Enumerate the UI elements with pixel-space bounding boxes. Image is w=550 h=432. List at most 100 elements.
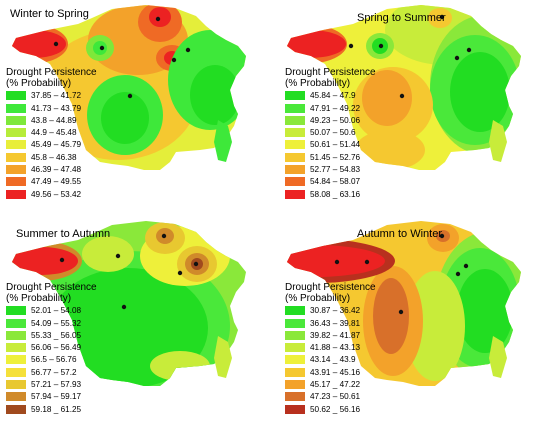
legend-swatch [6, 330, 26, 340]
legend-swatch [285, 355, 305, 365]
legend-label: 43.91 – 45.16 [310, 367, 361, 377]
legend-row: 56.06 – 56.49 [6, 342, 97, 353]
legend-row: 50.07 – 50.6 [285, 127, 376, 138]
legend-row: 36.43 – 39.81 [285, 318, 376, 329]
legend-label: 49.23 – 50.06 [310, 115, 361, 125]
drought-map-winter-to-spring [12, 5, 246, 170]
legend-row: 46.39 – 47.48 [6, 164, 97, 175]
legend-label: 43.8 – 44.89 [31, 115, 77, 125]
legend-row: 37.85 – 41.72 [6, 90, 97, 101]
legend-swatch [285, 103, 305, 113]
legend-swatch [6, 115, 26, 125]
legend-label: 47.49 – 49.55 [31, 177, 82, 187]
legend-swatch [6, 380, 26, 390]
panel-title: Summer to Autumn [16, 228, 111, 240]
legend-row: 45.8 – 46.38 [6, 152, 97, 163]
panel-title: Spring to Summer [357, 12, 446, 24]
legend-label: 56.5 – 56.76 [31, 355, 77, 365]
legend-row: 52.77 – 54.83 [285, 164, 376, 175]
drought-map-autumn-to-winter [287, 221, 521, 386]
legend-swatch [6, 343, 26, 353]
legend-swatch [285, 404, 305, 414]
legend-swatch [285, 392, 305, 402]
legend-label: 45.8 – 46.38 [31, 152, 77, 162]
legend-row: 43.91 – 45.16 [285, 367, 376, 378]
legend-label: 46.39 – 47.48 [31, 165, 82, 175]
legend-label: 45.49 – 45.79 [31, 140, 82, 150]
legend: Drought Persistence (% Probability) 30.8… [285, 282, 376, 415]
legend-row: 57.94 – 59.17 [6, 391, 97, 402]
legend-swatch [6, 392, 26, 402]
legend-swatch [285, 165, 305, 175]
legend-row: 43.14 _ 43.9 [285, 354, 376, 365]
legend-row: 58.08 _ 63.16 [285, 189, 376, 200]
legend: Drought Persistence (% Probability) 45.8… [285, 67, 376, 200]
legend-row: 52.01 – 54.08 [6, 305, 97, 316]
legend-row: 50.61 – 51.44 [285, 139, 376, 150]
legend-title-line2: (% Probability) [6, 293, 72, 304]
legend-swatch [6, 355, 26, 365]
legend-row: 51.45 – 52.76 [285, 152, 376, 163]
legend-label: 37.85 – 41.72 [31, 91, 82, 101]
legend-label: 30.87 – 36.42 [310, 306, 361, 316]
legend-row: 54.84 – 58.07 [285, 176, 376, 187]
legend-row: 47.91 – 49.22 [285, 103, 376, 114]
legend-swatch [285, 306, 305, 316]
legend-row: 39.82 – 41.87 [285, 330, 376, 341]
drought-map-summer-to-autumn [12, 221, 246, 386]
panel-title: Autumn to Winter [357, 228, 442, 240]
legend-label: 41.88 – 43.13 [310, 343, 361, 353]
legend-swatch [285, 152, 305, 162]
legend-row: 45.17 _ 47.22 [285, 379, 376, 390]
legend-swatch [6, 367, 26, 377]
legend-label: 43.14 _ 43.9 [310, 355, 356, 365]
legend-row: 41.73 – 43.79 [6, 103, 97, 114]
legend-swatch [6, 165, 26, 175]
legend-label: 45.17 _ 47.22 [310, 380, 361, 390]
panel-spring-to-summer: Spring to Summer Drought Persistence (% … [275, 0, 550, 216]
legend-row: 41.88 – 43.13 [285, 342, 376, 353]
panel-title: Winter to Spring [10, 8, 89, 20]
legend-swatch [285, 330, 305, 340]
legend-row: 50.62 _ 56.16 [285, 404, 376, 415]
legend-swatch [6, 91, 26, 101]
legend-swatch [6, 103, 26, 113]
legend-label: 54.84 – 58.07 [310, 177, 361, 187]
legend-label: 56.77 – 57.2 [31, 367, 77, 377]
legend-title-line2: (% Probability) [285, 293, 351, 304]
legend-swatch [285, 115, 305, 125]
legend-swatch [6, 128, 26, 138]
drought-map-spring-to-summer [287, 5, 521, 170]
legend-label: 55.33 _ 56.05 [31, 330, 82, 340]
legend-swatch [6, 306, 26, 316]
legend-swatch [285, 380, 305, 390]
legend-label: 52.77 – 54.83 [310, 165, 361, 175]
legend-swatch [285, 367, 305, 377]
legend-swatch [6, 189, 26, 199]
legend-swatch [6, 177, 26, 187]
legend-label: 50.07 – 50.6 [310, 128, 356, 138]
legend-swatch [285, 128, 305, 138]
legend-row: 59.18 _ 61.25 [6, 404, 97, 415]
legend-label: 36.43 – 39.81 [310, 318, 361, 328]
legend-swatch [6, 152, 26, 162]
legend-label: 47.23 – 50.61 [310, 392, 361, 402]
legend-label: 59.18 _ 61.25 [31, 404, 82, 414]
legend-row: 56.5 – 56.76 [6, 354, 97, 365]
legend-row: 57.21 – 57.93 [6, 379, 97, 390]
panel-winter-to-spring: Winter to Spring Drought Persistence (% … [0, 0, 275, 216]
legend-row: 45.84 – 47.9 [285, 90, 376, 101]
legend-row: 30.87 – 36.42 [285, 305, 376, 316]
legend-label: 44.9 – 45.48 [31, 128, 77, 138]
legend-label: 41.73 – 43.79 [31, 103, 82, 113]
legend-label: 51.45 – 52.76 [310, 152, 361, 162]
legend-label: 50.61 – 51.44 [310, 140, 361, 150]
legend-title-line1: Drought Persistence [6, 67, 97, 78]
legend-label: 57.94 – 59.17 [31, 392, 82, 402]
legend-row: 47.23 – 50.61 [285, 391, 376, 402]
legend-label: 56.06 – 56.49 [31, 343, 82, 353]
legend-label: 45.84 – 47.9 [310, 91, 356, 101]
legend-row: 56.77 – 57.2 [6, 367, 97, 378]
legend-swatch [6, 404, 26, 414]
legend-label: 39.82 – 41.87 [310, 330, 361, 340]
